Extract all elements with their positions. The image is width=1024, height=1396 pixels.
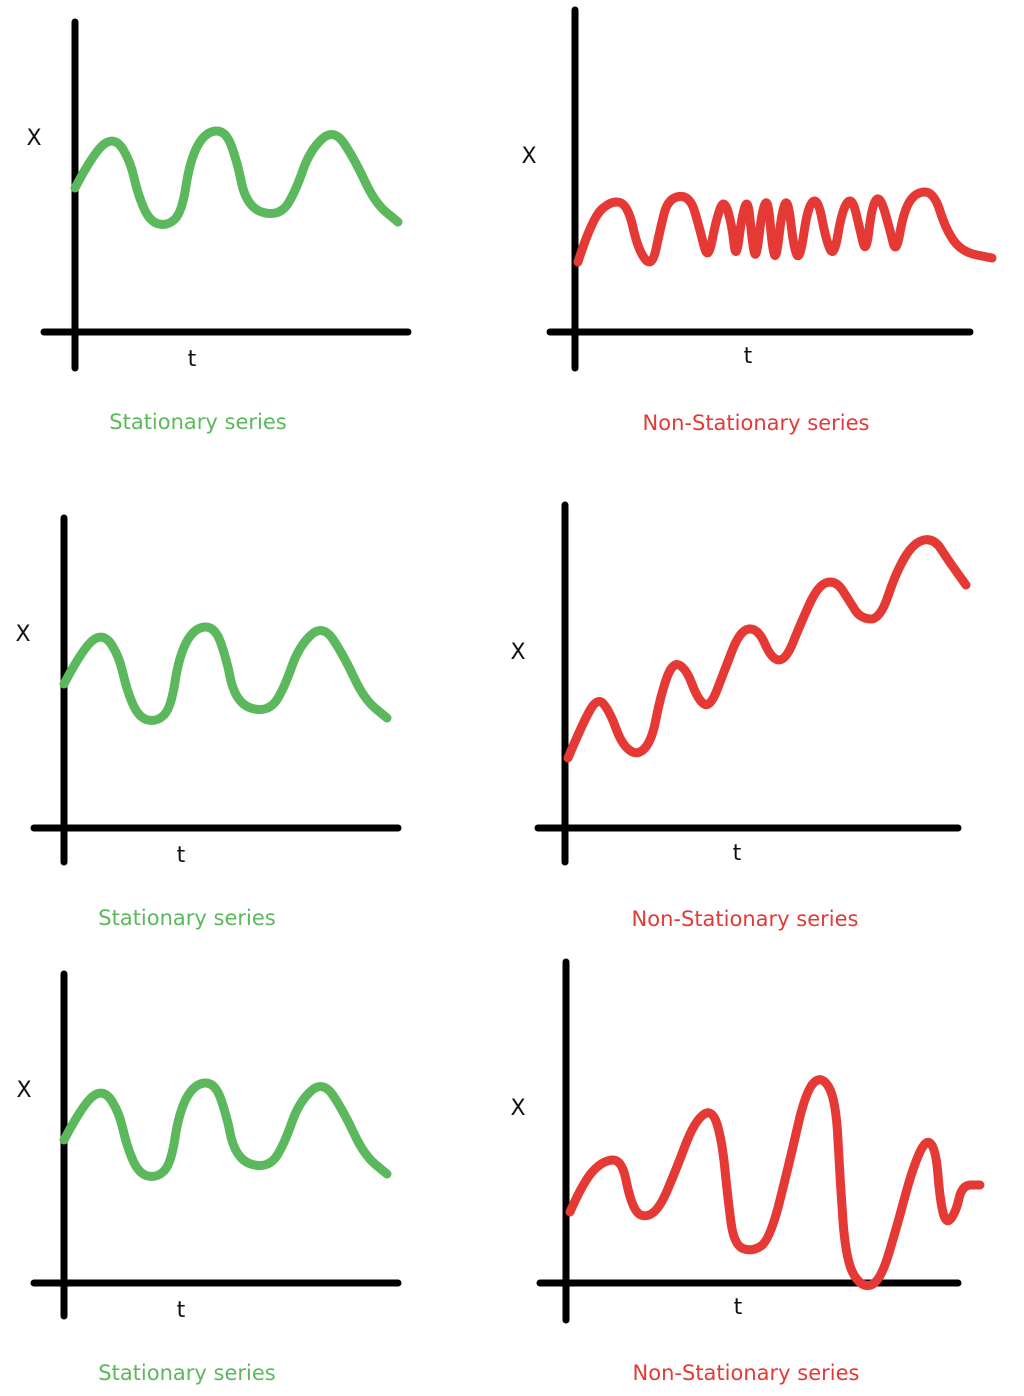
y-axis-label: X — [510, 640, 525, 665]
panel-non-stationary-2: Xt Non-Stationary series — [510, 501, 971, 931]
panel-caption: Stationary series — [98, 1361, 275, 1385]
panel-caption: Non-Stationary series — [633, 1361, 860, 1385]
x-axis-label: t — [734, 1295, 743, 1320]
panel-stationary-1: Xt Stationary series — [26, 18, 412, 434]
stationary-series-curve — [59, 622, 392, 725]
panel-stationary-2: Xt Stationary series — [15, 514, 402, 930]
panel-caption: Non-Stationary series — [643, 411, 870, 435]
panel-stationary-3: Xt Stationary series — [16, 970, 402, 1385]
x-axis-label: t — [733, 841, 742, 866]
non-stationary-series-curve — [565, 1075, 985, 1290]
non-stationary-series-curve — [573, 187, 997, 267]
non-stationary-series-curve — [563, 535, 971, 763]
panel-caption: Stationary series — [98, 906, 275, 930]
x-axis-label: t — [744, 344, 753, 369]
y-axis-label: X — [510, 1096, 525, 1121]
panel-caption: Non-Stationary series — [632, 907, 859, 931]
y-axis-label: X — [15, 622, 30, 647]
panel-caption: Stationary series — [109, 410, 286, 434]
y-axis-label: X — [26, 126, 41, 151]
panel-non-stationary-1: Xt Non-Stationary series — [521, 6, 997, 435]
x-axis-label: t — [177, 843, 186, 868]
panel-non-stationary-3: Xt Non-Stationary series — [510, 958, 985, 1385]
stationary-series-curve — [59, 1078, 392, 1181]
y-axis-label: X — [521, 144, 536, 169]
x-axis-label: t — [177, 1298, 186, 1323]
x-axis-label: t — [188, 347, 197, 372]
stationary-series-curve — [70, 126, 403, 229]
y-axis-label: X — [16, 1078, 31, 1103]
